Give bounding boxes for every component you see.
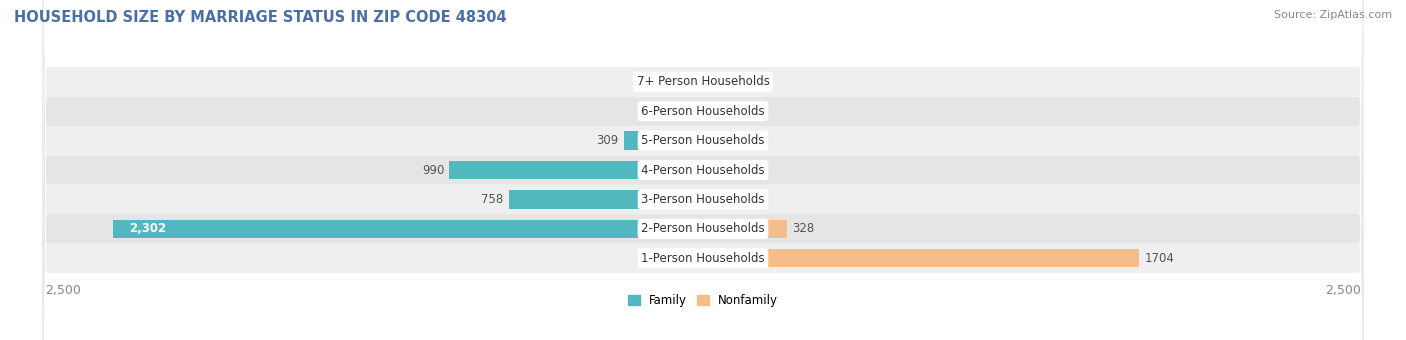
Bar [703,132,734,150]
Bar [703,220,787,238]
FancyBboxPatch shape [42,0,1364,340]
Bar [509,190,703,208]
Bar [703,73,734,91]
FancyBboxPatch shape [42,0,1364,340]
Text: 7+ Person Households: 7+ Person Households [637,75,769,88]
Text: HOUSEHOLD SIZE BY MARRIAGE STATUS IN ZIP CODE 48304: HOUSEHOLD SIZE BY MARRIAGE STATUS IN ZIP… [14,10,506,25]
Bar [703,161,734,179]
Bar [703,249,1139,267]
Text: 309: 309 [596,134,619,147]
Text: 1704: 1704 [1144,252,1174,265]
Text: 6-Person Households: 6-Person Households [641,105,765,118]
Text: 147: 147 [638,75,661,88]
FancyBboxPatch shape [42,0,1364,340]
Text: 2,302: 2,302 [129,222,166,235]
Text: 1-Person Households: 1-Person Households [641,252,765,265]
Text: 328: 328 [792,222,814,235]
Text: 4: 4 [740,193,747,206]
Bar [450,161,703,179]
Legend: Family, Nonfamily: Family, Nonfamily [623,290,783,312]
Text: 91: 91 [659,105,675,118]
Text: Source: ZipAtlas.com: Source: ZipAtlas.com [1274,10,1392,20]
Bar [703,102,734,120]
Bar [624,132,703,150]
FancyBboxPatch shape [42,0,1364,340]
Text: 0: 0 [740,75,747,88]
Text: 0: 0 [740,164,747,176]
Text: 0: 0 [740,105,747,118]
FancyBboxPatch shape [42,0,1364,340]
Text: 4-Person Households: 4-Person Households [641,164,765,176]
Text: 758: 758 [481,193,503,206]
Text: 2-Person Households: 2-Person Households [641,222,765,235]
FancyBboxPatch shape [42,0,1364,340]
Text: 0: 0 [740,134,747,147]
Bar [665,73,703,91]
Text: 3-Person Households: 3-Person Households [641,193,765,206]
Text: 5-Person Households: 5-Person Households [641,134,765,147]
Bar [114,220,703,238]
Bar [679,102,703,120]
Text: 990: 990 [422,164,444,176]
FancyBboxPatch shape [42,0,1364,340]
